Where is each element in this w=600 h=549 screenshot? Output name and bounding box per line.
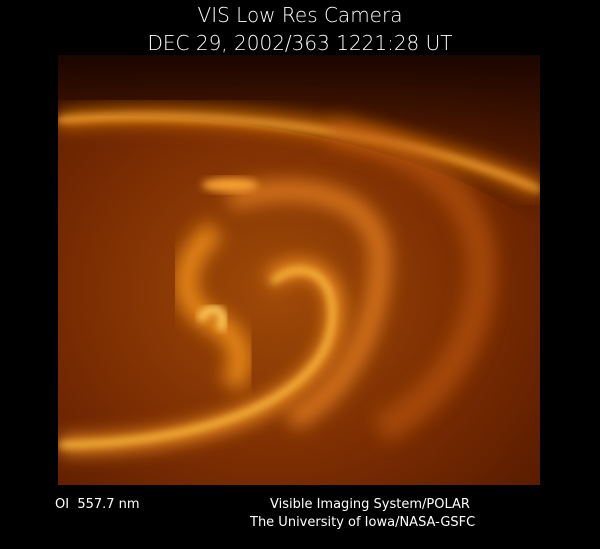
filter-label: OI 557.7 nm [55,497,140,512]
title: VIS Low Res Camera [198,3,403,27]
aurora-image [58,55,540,485]
credit-label: The University of Iowa/NASA-GSFC [249,515,475,530]
instrument-label: Visible Imaging System/POLAR [270,497,470,512]
timestamp: DEC 29, 2002/363 1221:28 UT [148,31,453,55]
